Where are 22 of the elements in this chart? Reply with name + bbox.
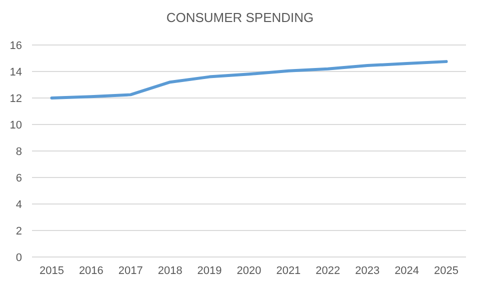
x-tick-label: 2025 <box>434 265 459 277</box>
x-tick-label: 2020 <box>236 265 262 277</box>
y-tick-label: 14 <box>10 66 22 78</box>
x-tick-label: 2021 <box>276 265 301 277</box>
chart-title: CONSUMER SPENDING <box>166 10 314 25</box>
y-tick-label: 4 <box>16 198 22 211</box>
y-tick-label: 6 <box>16 172 22 184</box>
y-tick-label: 8 <box>16 146 22 158</box>
x-tick-label: 2017 <box>118 265 143 277</box>
y-tick-label: 10 <box>10 119 22 132</box>
x-tick-label: 2024 <box>394 265 420 277</box>
x-tick-label: 2015 <box>39 265 64 277</box>
y-tick-label: 16 <box>10 40 22 52</box>
x-tick-label: 2022 <box>316 265 340 277</box>
x-tick-label: 2023 <box>355 265 380 277</box>
x-tick-label: 2018 <box>158 265 182 277</box>
x-tick-label: 2016 <box>78 265 104 277</box>
y-tick-label: 0 <box>16 252 22 264</box>
y-tick-label: 12 <box>10 92 22 105</box>
y-tick-label: 2 <box>16 225 22 238</box>
line-series <box>50 60 448 100</box>
x-tick-label: 2019 <box>197 265 222 277</box>
